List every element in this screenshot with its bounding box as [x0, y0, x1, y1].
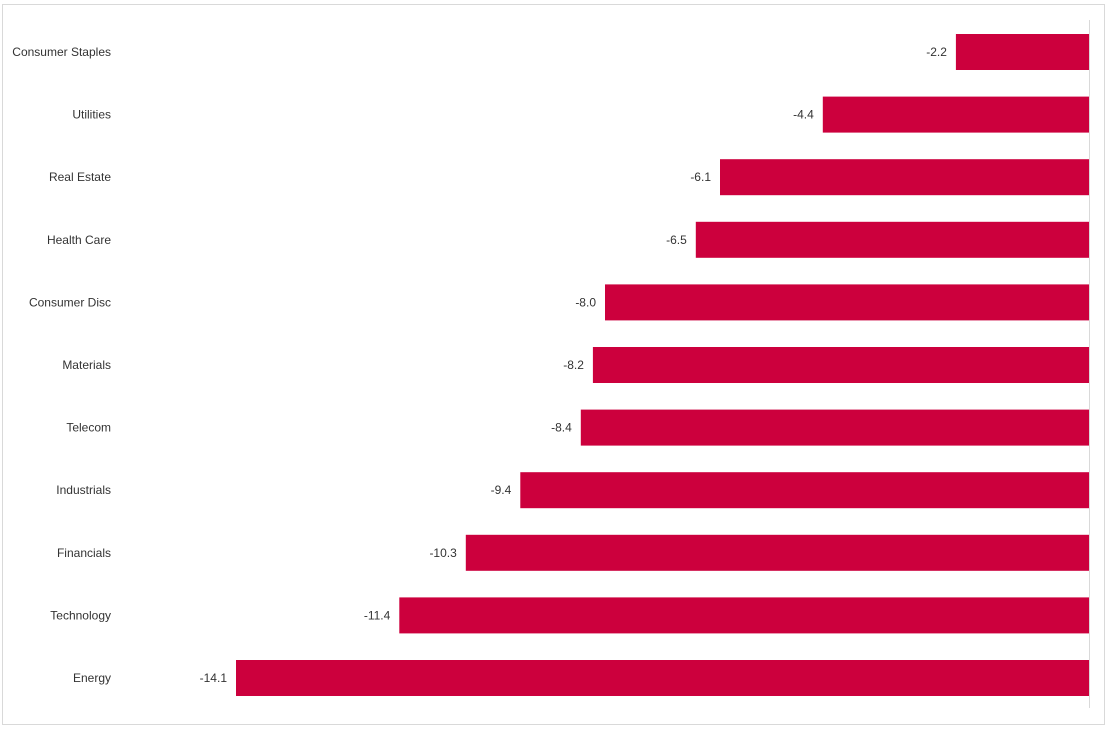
bar-telecom: [580, 409, 1089, 446]
bar-health-care: [695, 221, 1090, 258]
bar-materials: [592, 347, 1089, 383]
category-label: Consumer Staples: [12, 45, 111, 59]
category-label: Energy: [73, 671, 111, 685]
bar-real-estate: [720, 159, 1089, 196]
category-label: Technology: [50, 608, 111, 622]
category-label: Utilities: [72, 108, 111, 122]
value-label: -9.4: [491, 483, 512, 497]
bar-technology: [399, 597, 1089, 634]
bar-financials: [465, 534, 1089, 571]
category-label: Materials: [62, 358, 111, 372]
category-label: Industrials: [56, 483, 111, 497]
value-label: -6.1: [690, 170, 711, 184]
value-label: -6.5: [666, 233, 687, 247]
category-label: Real Estate: [49, 170, 111, 184]
category-labels-group: Consumer Staples Utilities Real Estate Heal…: [12, 45, 111, 685]
value-label: -8.4: [551, 421, 572, 435]
category-label: Health Care: [47, 233, 111, 247]
value-label: -11.4: [364, 608, 391, 622]
bars-group: [236, 34, 1090, 696]
bar-energy: [236, 660, 1089, 696]
value-label: -14.1: [200, 671, 228, 685]
bar-industrials: [520, 472, 1089, 509]
category-label: Financials: [57, 546, 111, 560]
bar-utilities: [822, 96, 1089, 133]
value-label: -4.4: [793, 108, 814, 122]
bar-consumer-staples: [955, 34, 1089, 70]
bar-consumer-disc: [605, 284, 1089, 321]
value-label: -10.3: [429, 546, 457, 560]
category-label: Telecom: [66, 421, 111, 435]
value-label: -2.2: [926, 45, 947, 59]
value-label: -8.0: [575, 295, 596, 309]
value-label: -8.2: [563, 358, 584, 372]
value-labels-group: -2.2 -4.4 -6.1 -6.5 -8.0 -8.2 -8.4 -9.4 -10.3 -11…: [200, 45, 948, 685]
category-label: Consumer Disc: [29, 295, 111, 309]
